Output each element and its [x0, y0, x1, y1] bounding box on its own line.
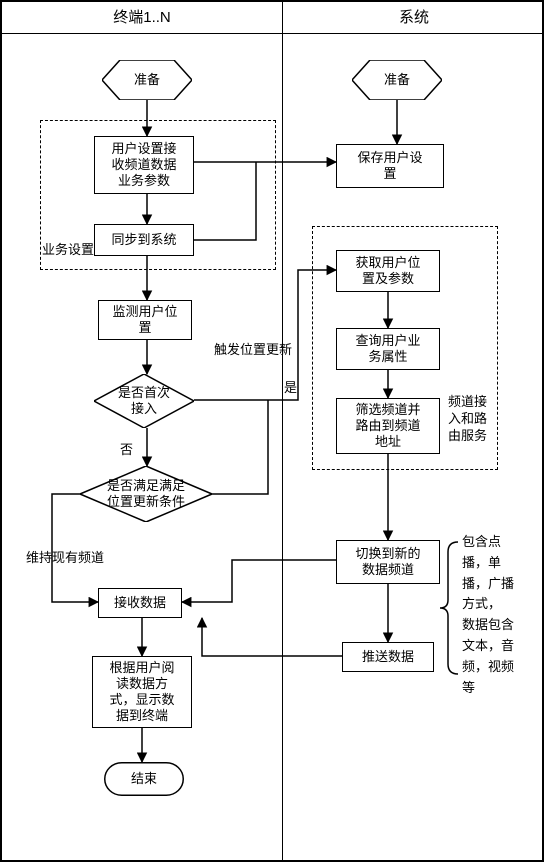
node-label: 切换到新的 数据频道 [355, 546, 420, 579]
node-position-update-condition-label: 是否满足满足 位置更新条件 [80, 466, 212, 522]
node-receive-data: 接收数据 [98, 588, 182, 618]
node-save-user-settings: 保存用户设 置 [336, 144, 444, 188]
node-label: 接收数据 [114, 595, 166, 611]
node-prepare-right-label: 准备 [352, 60, 442, 100]
lane-divider [282, 2, 283, 860]
node-end: 结束 [104, 762, 184, 796]
label-yes: 是 [284, 380, 297, 397]
node-query-user-attributes: 查询用户业 务属性 [336, 328, 440, 370]
flowchart-canvas: 终端1..N 系统 业务设置 频道接 入和路 由服务 准备 准备 用户设置接 收… [0, 0, 544, 862]
lane-header-terminal: 终端1..N [2, 2, 282, 34]
node-prepare-left-label: 准备 [102, 60, 192, 100]
label-keep-channel: 维持现有频道 [26, 550, 104, 567]
node-get-user-position: 获取用户位 置及参数 [336, 250, 440, 292]
node-label: 监测用户位 置 [112, 304, 177, 337]
label-no: 否 [120, 442, 133, 459]
node-label: 保存用户设 置 [357, 150, 422, 183]
group-business-setting-label: 业务设置 [42, 242, 94, 259]
node-is-first-access: 是否首次 接入 [94, 374, 194, 428]
node-display-data: 根据用户阅 读数据方 式，显示数 据到终端 [92, 656, 192, 728]
node-label: 查询用户业 务属性 [355, 333, 420, 366]
label-trigger-position-update: 触发位置更新 [214, 342, 292, 359]
brace-annotation-text: 包含点 播，单 播，广播 方式， 数据包含 文本，音 频，视频 等 [462, 532, 514, 698]
node-label: 筛选频道并 路由到频道 地址 [355, 402, 420, 451]
lane-left-title: 终端1..N [113, 9, 171, 26]
lane-right-title: 系统 [399, 9, 429, 26]
lane-header-system: 系统 [282, 2, 544, 34]
node-switch-channel: 切换到新的 数据频道 [336, 540, 440, 584]
node-user-set-params: 用户设置接 收频道数据 业务参数 [94, 136, 194, 194]
node-prepare-right: 准备 [352, 60, 442, 100]
node-label: 根据用户阅 读数据方 式，显示数 据到终端 [109, 660, 174, 725]
node-sync-to-system: 同步到系统 [94, 224, 194, 256]
node-monitor-position: 监测用户位 置 [98, 300, 192, 340]
node-label: 同步到系统 [111, 232, 176, 248]
node-prepare-left: 准备 [102, 60, 192, 100]
node-filter-route-channel: 筛选频道并 路由到频道 地址 [336, 398, 440, 454]
node-push-data: 推送数据 [342, 642, 434, 672]
group-channel-service-label: 频道接 入和路 由服务 [448, 394, 487, 445]
node-label: 推送数据 [362, 649, 414, 665]
node-is-first-access-label: 是否首次 接入 [94, 374, 194, 428]
node-end-label: 结束 [104, 762, 184, 796]
node-position-update-condition: 是否满足满足 位置更新条件 [80, 466, 212, 522]
node-label: 用户设置接 收频道数据 业务参数 [111, 141, 176, 190]
node-label: 获取用户位 置及参数 [355, 255, 420, 288]
